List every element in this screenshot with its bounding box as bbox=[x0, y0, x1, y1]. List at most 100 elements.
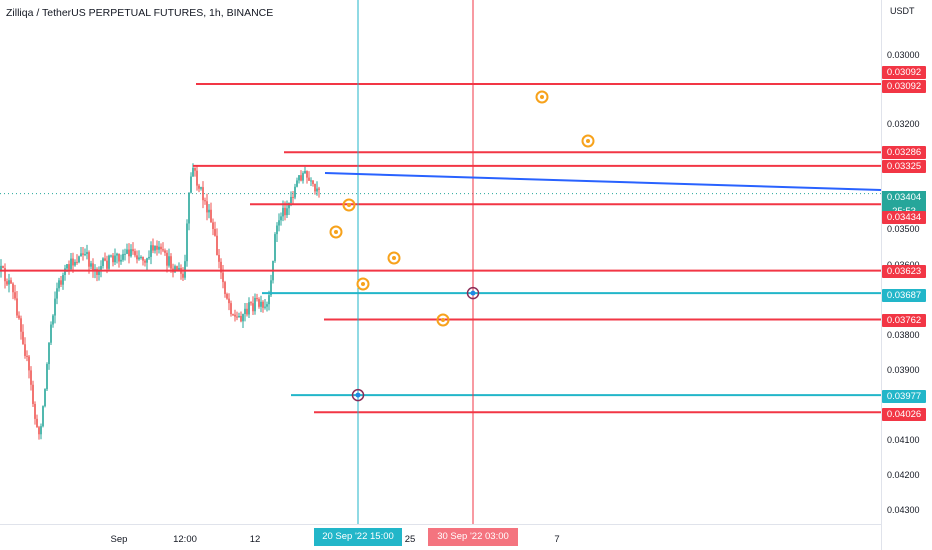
candle-body bbox=[30, 370, 32, 385]
candle-body bbox=[184, 261, 186, 278]
y-tick-label: 0.03200 bbox=[887, 119, 920, 129]
candle-body bbox=[48, 342, 50, 365]
price-badge: 0.03623 bbox=[882, 265, 926, 278]
candle-body bbox=[44, 389, 46, 407]
candle-body bbox=[120, 259, 122, 262]
candle-body bbox=[220, 261, 222, 273]
candle-body bbox=[160, 246, 162, 250]
candle-body bbox=[254, 298, 256, 312]
candle-body bbox=[126, 249, 128, 254]
y-tick-label: 0.03900 bbox=[887, 365, 920, 375]
target-marker-dot bbox=[334, 230, 338, 234]
candle-body bbox=[146, 258, 148, 263]
candle-body bbox=[264, 306, 266, 308]
candle-body bbox=[128, 249, 130, 257]
candle-body bbox=[306, 171, 308, 178]
candle-body bbox=[32, 384, 34, 404]
candle-body bbox=[162, 249, 164, 251]
candle-body bbox=[112, 255, 114, 263]
candle-body bbox=[154, 245, 156, 251]
candle-body bbox=[280, 216, 282, 221]
candle-body bbox=[136, 255, 138, 260]
candle-body bbox=[318, 188, 320, 190]
candle-body bbox=[60, 280, 62, 285]
candle-body bbox=[106, 260, 108, 269]
candle-body bbox=[52, 315, 54, 325]
candle-body bbox=[290, 196, 292, 203]
candle-body bbox=[308, 177, 310, 181]
candle-body bbox=[74, 261, 76, 266]
candle-body bbox=[134, 251, 136, 256]
candle-body bbox=[230, 303, 232, 315]
intersection-marker bbox=[466, 286, 480, 300]
candle-body bbox=[26, 355, 28, 357]
candle-body bbox=[204, 200, 206, 202]
target-marker bbox=[387, 251, 401, 265]
candle-body bbox=[28, 356, 30, 371]
candle-body bbox=[90, 263, 92, 267]
y-tick-label: 0.03500 bbox=[887, 224, 920, 234]
candle-body bbox=[68, 264, 70, 270]
candle-body bbox=[144, 260, 146, 263]
target-marker bbox=[581, 134, 595, 148]
current-price-value: 0.03404 bbox=[886, 192, 922, 203]
target-marker bbox=[329, 225, 343, 239]
candle-body bbox=[256, 298, 258, 300]
candle-body bbox=[40, 426, 42, 435]
target-marker bbox=[535, 90, 549, 104]
candle-body bbox=[300, 175, 302, 181]
candle-body bbox=[192, 167, 194, 177]
candle-body bbox=[142, 256, 144, 261]
price-badge: 0.03687 bbox=[882, 289, 926, 302]
candle-body bbox=[198, 185, 200, 189]
candle-body bbox=[118, 253, 120, 262]
candle-body bbox=[102, 258, 104, 267]
price-badge: 0.03762 bbox=[882, 314, 926, 327]
price-badge: 0.03977 bbox=[882, 390, 926, 403]
candle-body bbox=[286, 208, 288, 216]
candle-body bbox=[226, 293, 228, 299]
candle-body bbox=[158, 246, 160, 250]
candle-body bbox=[168, 256, 170, 266]
candle-body bbox=[72, 258, 74, 266]
candle-body bbox=[110, 255, 112, 257]
intersection-marker-dot bbox=[355, 392, 361, 398]
candle-body bbox=[64, 268, 66, 275]
price-axis-divider bbox=[881, 0, 882, 550]
candle-body bbox=[228, 298, 230, 304]
candle-body bbox=[132, 249, 134, 252]
candle-body bbox=[14, 292, 16, 299]
candle-body bbox=[238, 315, 240, 318]
x-tick-label: 7 bbox=[554, 534, 560, 545]
candle-body bbox=[50, 324, 52, 343]
candle-body bbox=[16, 298, 18, 316]
candle-body bbox=[270, 280, 272, 296]
y-tick-label: 0.03000 bbox=[887, 50, 920, 60]
intersection-marker-dot bbox=[470, 290, 476, 296]
drawing-layer bbox=[0, 0, 882, 524]
y-tick-label: 0.03800 bbox=[887, 330, 920, 340]
time-marker-date: 20 Sep '22 bbox=[322, 531, 368, 542]
candle-body bbox=[302, 173, 304, 181]
candle-body bbox=[314, 183, 316, 192]
y-tick-label: 0.04100 bbox=[887, 435, 920, 445]
candle-body bbox=[266, 304, 268, 307]
candle-body bbox=[42, 406, 44, 427]
candle-body bbox=[100, 266, 102, 271]
candle-body bbox=[210, 209, 212, 223]
candle-body bbox=[304, 171, 306, 174]
candle-body bbox=[98, 270, 100, 275]
candle-body bbox=[12, 283, 14, 293]
candle-body bbox=[274, 234, 276, 261]
candle-body bbox=[164, 250, 166, 253]
target-marker-dot bbox=[441, 318, 445, 322]
target-marker bbox=[342, 198, 356, 212]
candle-body bbox=[80, 253, 82, 257]
time-axis-divider bbox=[0, 524, 881, 525]
x-tick-label: Sep bbox=[110, 534, 128, 545]
candle-body bbox=[70, 258, 72, 270]
candle-body bbox=[222, 272, 224, 283]
target-marker-dot bbox=[586, 139, 590, 143]
price-badge: 0.04026 bbox=[882, 408, 926, 421]
